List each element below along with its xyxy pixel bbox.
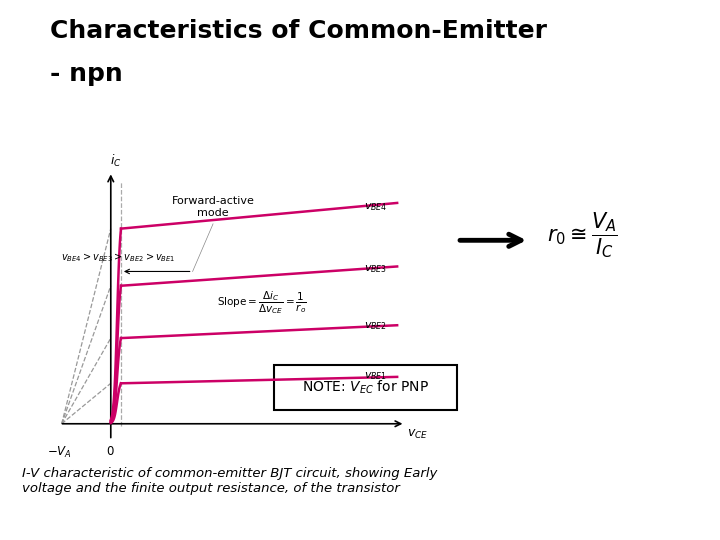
Text: $-V_A$: $-V_A$ bbox=[48, 445, 72, 460]
Text: $i_C$: $i_C$ bbox=[110, 153, 122, 169]
Text: $\mathrm{Slope} = \dfrac{\Delta i_C}{\Delta v_{CE}} = \dfrac{1}{r_o}$: $\mathrm{Slope} = \dfrac{\Delta i_C}{\De… bbox=[217, 289, 307, 316]
Text: Characteristics of Common-Emitter: Characteristics of Common-Emitter bbox=[50, 19, 547, 43]
Text: Forward-active
mode: Forward-active mode bbox=[171, 197, 254, 218]
FancyBboxPatch shape bbox=[274, 364, 457, 410]
Text: $v_{CE}$: $v_{CE}$ bbox=[408, 428, 428, 441]
Text: $r_0 \cong \dfrac{V_A}{I_C}$: $r_0 \cong \dfrac{V_A}{I_C}$ bbox=[547, 210, 618, 260]
Text: $v_{BE3}$: $v_{BE3}$ bbox=[364, 263, 387, 275]
Text: $v_{BE2}$: $v_{BE2}$ bbox=[364, 320, 387, 332]
Text: $v_{BE4} > v_{BE3} > v_{BE2} > v_{BE1}$: $v_{BE4} > v_{BE3} > v_{BE2} > v_{BE1}$ bbox=[61, 251, 176, 264]
Text: - npn: - npn bbox=[50, 62, 123, 86]
Text: $0$: $0$ bbox=[107, 445, 115, 458]
Text: $v_{BE4}$: $v_{BE4}$ bbox=[364, 201, 388, 213]
Text: $v_{BE1}$: $v_{BE1}$ bbox=[364, 370, 387, 382]
Text: NOTE: $V_{EC}$ for PNP: NOTE: $V_{EC}$ for PNP bbox=[302, 379, 429, 396]
Text: I-V characteristic of common-emitter BJT circuit, showing Early
voltage and the : I-V characteristic of common-emitter BJT… bbox=[22, 467, 437, 495]
